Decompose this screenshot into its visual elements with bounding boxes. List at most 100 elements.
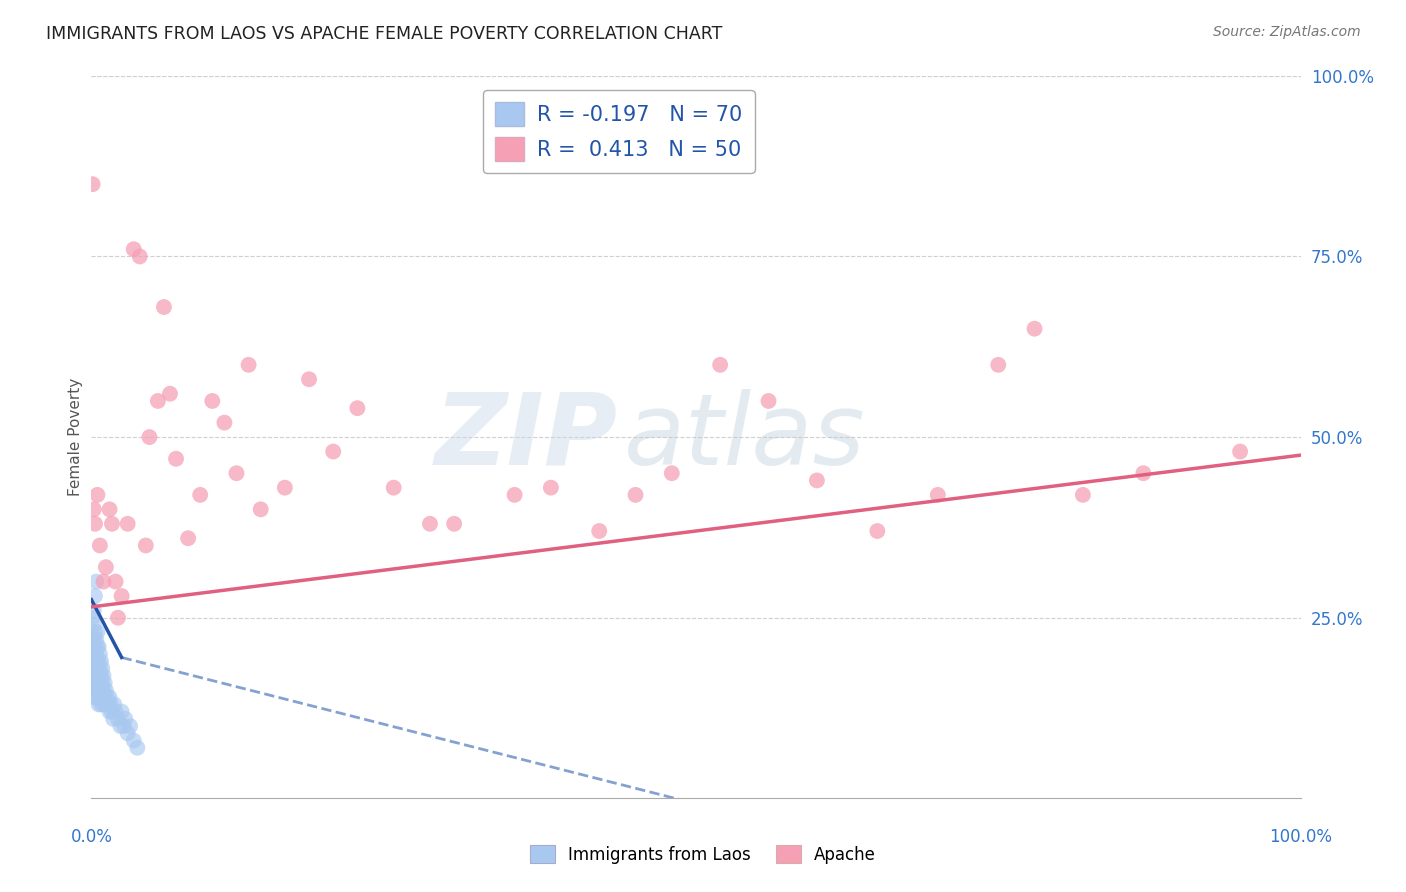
Point	[89, 661, 111, 675]
Point	[91, 675, 114, 690]
Point	[419, 516, 441, 531]
Point	[86, 683, 108, 698]
Point	[165, 451, 187, 466]
Point	[112, 719, 135, 733]
Point	[94, 698, 117, 712]
Point	[87, 668, 110, 682]
Point	[93, 574, 115, 589]
Point	[94, 683, 117, 698]
Point	[83, 618, 105, 632]
Point	[87, 698, 110, 712]
Point	[84, 668, 107, 682]
Point	[84, 675, 107, 690]
Point	[84, 625, 107, 640]
Point	[82, 177, 104, 192]
Point	[540, 481, 562, 495]
Point	[86, 488, 108, 502]
Point	[111, 589, 132, 603]
Point	[104, 705, 127, 719]
Point	[153, 300, 176, 314]
Text: IMMIGRANTS FROM LAOS VS APACHE FEMALE POVERTY CORRELATION CHART: IMMIGRANTS FROM LAOS VS APACHE FEMALE PO…	[46, 25, 723, 43]
Point	[1229, 444, 1251, 458]
Point	[214, 416, 236, 430]
Point	[91, 661, 114, 675]
Point	[83, 603, 105, 617]
Point	[322, 444, 344, 458]
Point	[86, 625, 108, 640]
Point	[274, 481, 297, 495]
Point	[93, 698, 115, 712]
Point	[588, 524, 610, 538]
Point	[90, 668, 112, 682]
Point	[135, 539, 157, 553]
Point	[1071, 488, 1094, 502]
Point	[238, 358, 260, 372]
Text: 0.0%: 0.0%	[70, 828, 112, 846]
Point	[382, 481, 405, 495]
Y-axis label: Female Poverty: Female Poverty	[67, 378, 83, 496]
Point	[114, 712, 136, 726]
Point	[146, 393, 169, 408]
Point	[89, 647, 111, 661]
Point	[201, 393, 224, 408]
Point	[101, 712, 124, 726]
Point	[82, 661, 104, 675]
Point	[111, 705, 132, 719]
Point	[98, 502, 121, 516]
Point	[89, 675, 111, 690]
Point	[84, 632, 107, 647]
Point	[82, 647, 104, 661]
Point	[91, 690, 114, 705]
Point	[84, 647, 107, 661]
Point	[101, 705, 124, 719]
Point	[84, 589, 107, 603]
Point	[117, 516, 139, 531]
Point	[84, 690, 107, 705]
Point	[83, 647, 105, 661]
Point	[127, 740, 149, 755]
Point	[93, 675, 115, 690]
Point	[177, 531, 200, 545]
Point	[120, 719, 142, 733]
Point	[93, 690, 115, 705]
Point	[98, 690, 121, 705]
Point	[90, 698, 112, 712]
Point	[188, 488, 211, 502]
Point	[97, 698, 120, 712]
Point	[86, 668, 108, 682]
Point	[503, 488, 526, 502]
Point	[661, 466, 683, 480]
Point	[110, 719, 132, 733]
Point	[346, 401, 368, 416]
Point	[104, 574, 127, 589]
Point	[1024, 321, 1046, 335]
Point	[83, 502, 105, 516]
Point	[82, 610, 104, 624]
Point	[101, 516, 124, 531]
Point	[128, 249, 150, 264]
Point	[87, 654, 110, 668]
Point	[709, 358, 731, 372]
Point	[927, 488, 949, 502]
Point	[83, 690, 105, 705]
Text: ZIP: ZIP	[434, 389, 617, 485]
Point	[84, 516, 107, 531]
Text: atlas: atlas	[623, 389, 865, 485]
Point	[758, 393, 780, 408]
Point	[83, 661, 105, 675]
Point	[84, 640, 107, 654]
Legend: R = -0.197   N = 70, R =  0.413   N = 50: R = -0.197 N = 70, R = 0.413 N = 50	[482, 90, 755, 173]
Point	[86, 654, 108, 668]
Point	[100, 698, 122, 712]
Point	[83, 675, 105, 690]
Point	[987, 358, 1010, 372]
Point	[122, 242, 145, 256]
Point	[89, 539, 111, 553]
Point	[117, 726, 139, 740]
Point	[249, 502, 271, 516]
Point	[82, 675, 104, 690]
Text: 100.0%: 100.0%	[1270, 828, 1331, 846]
Point	[89, 690, 111, 705]
Point	[84, 574, 107, 589]
Point	[103, 698, 125, 712]
